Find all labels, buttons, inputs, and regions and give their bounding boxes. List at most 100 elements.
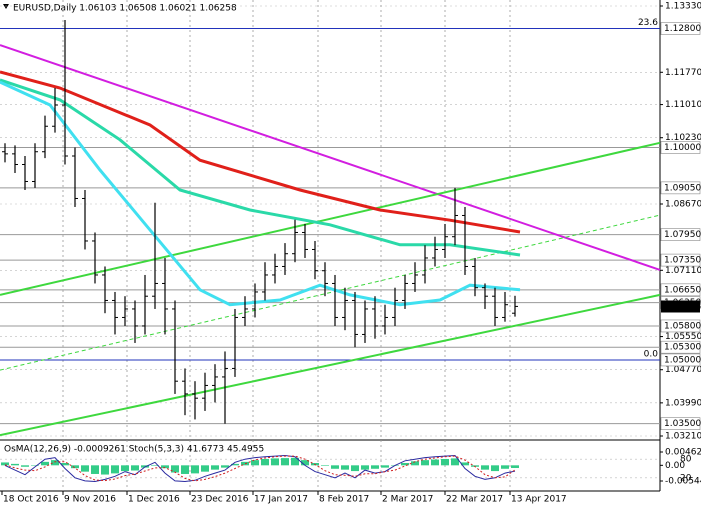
y-tick-label: 1.11770 <box>665 68 701 78</box>
osma-bar <box>71 465 79 469</box>
y-tick-label: 1.13330 <box>665 2 701 12</box>
y-tick-label: 1.03990 <box>665 398 701 408</box>
level-label-box <box>660 22 701 35</box>
moving-average <box>0 78 521 257</box>
x-tick-label: 18 Oct 2016 <box>3 495 59 505</box>
osma-bar <box>211 465 219 470</box>
osma-bar <box>321 465 329 466</box>
trend-line <box>0 44 661 271</box>
stochastic-line <box>4 455 516 482</box>
y-tick-label: 1.03210 <box>665 432 701 442</box>
y-tick-label: 0.00 <box>665 461 685 471</box>
level-label: 1.07350 <box>664 256 701 266</box>
osma-bar <box>171 465 179 473</box>
osma-bar <box>291 457 299 466</box>
osma-bar <box>361 465 369 470</box>
level-label-box <box>660 141 701 154</box>
stochastic-line <box>4 454 516 483</box>
y2-tick-label: 80 <box>680 455 692 465</box>
level-label-box <box>660 353 701 367</box>
osma-bar <box>51 460 59 466</box>
y2-tick-label: 20 <box>680 473 692 483</box>
last-price-box <box>661 300 700 313</box>
osma-bar <box>381 465 389 468</box>
osma-bar <box>11 463 19 466</box>
osma-bar <box>401 463 409 466</box>
x-tick-label: 17 Jan 2017 <box>254 495 308 505</box>
osma-bar <box>301 460 309 466</box>
x-tick-label: 1 Dec 2016 <box>128 495 180 505</box>
level-label-box <box>660 319 701 333</box>
osma-bar <box>131 465 139 471</box>
y-tick-label: 1.04770 <box>665 365 701 375</box>
osma-bar <box>351 465 359 472</box>
level-label: 1.12800 <box>664 24 701 34</box>
osma-bar <box>181 465 189 474</box>
y-tick-label: 1.07110 <box>665 266 701 276</box>
osma-bar <box>121 465 129 472</box>
level-label-box <box>660 283 701 297</box>
osma-bar <box>441 458 449 466</box>
osma-bar <box>501 465 509 469</box>
y-tick-label: 1.10230 <box>665 133 701 143</box>
trend-line <box>0 293 661 437</box>
osma-bar <box>31 465 39 466</box>
moving-average <box>0 70 521 234</box>
level-label: 1.07950 <box>664 230 701 240</box>
osma-bar <box>431 459 439 466</box>
y-tick-label: 1.05550 <box>665 332 701 342</box>
osma-bar <box>91 465 99 474</box>
menu-icon <box>3 4 9 9</box>
osma-bar <box>281 458 289 466</box>
level-label: 1.06650 <box>664 285 701 295</box>
level-label-box <box>660 417 701 430</box>
x-tick-label: 8 Feb 2017 <box>319 495 369 505</box>
y-tick-label: 0.004621 <box>665 448 701 458</box>
trend-line <box>0 141 661 296</box>
y-tick-label: 1.08670 <box>665 200 701 210</box>
osma-bar <box>101 465 109 475</box>
level-label-box <box>660 253 701 267</box>
osma-bar <box>341 465 349 470</box>
osma-bar <box>191 465 199 474</box>
osma-bar <box>271 458 279 466</box>
osma-bar <box>421 460 429 466</box>
osma-bar <box>481 465 489 470</box>
osma-bar <box>511 465 519 468</box>
fib-label: 0.0 <box>644 349 659 359</box>
osma-bar <box>81 465 89 472</box>
osma-bar <box>461 462 469 466</box>
x-tick-label: 2 Mar 2017 <box>382 495 433 505</box>
level-label-box <box>660 340 701 354</box>
x-tick-label: 13 Apr 2017 <box>511 495 567 505</box>
x-tick-label: 23 Dec 2016 <box>191 495 249 505</box>
osma-bar <box>21 465 29 467</box>
osma-bar <box>221 465 229 468</box>
fib-label: 23.6 <box>638 18 658 28</box>
x-tick-label: 9 Nov 2016 <box>64 495 116 505</box>
trend-line <box>0 214 661 371</box>
level-label: 1.05800 <box>664 321 701 331</box>
chart-title: EURUSD,Daily 1.06103 1.06508 1.06021 1.0… <box>13 4 237 14</box>
y-tick-label: 1.11010 <box>665 100 701 110</box>
osma-bar <box>1 462 9 466</box>
level-label: 1.10000 <box>664 143 701 153</box>
osma-bar <box>251 460 259 466</box>
level-label: 1.03500 <box>664 419 701 429</box>
osma-bar <box>201 465 209 472</box>
osma-bar <box>151 465 159 466</box>
osma-bar <box>371 465 379 469</box>
osma-bar <box>491 465 499 472</box>
osma-bar <box>161 465 169 469</box>
osma-bar <box>261 458 269 466</box>
osma-bar <box>111 465 119 474</box>
level-label: 1.05300 <box>664 343 701 353</box>
moving-average <box>0 80 521 307</box>
x-tick-label: 22 Mar 2017 <box>446 495 503 505</box>
level-label-box <box>660 181 701 195</box>
level-label: 1.05000 <box>664 355 701 365</box>
osma-bar <box>61 463 69 466</box>
